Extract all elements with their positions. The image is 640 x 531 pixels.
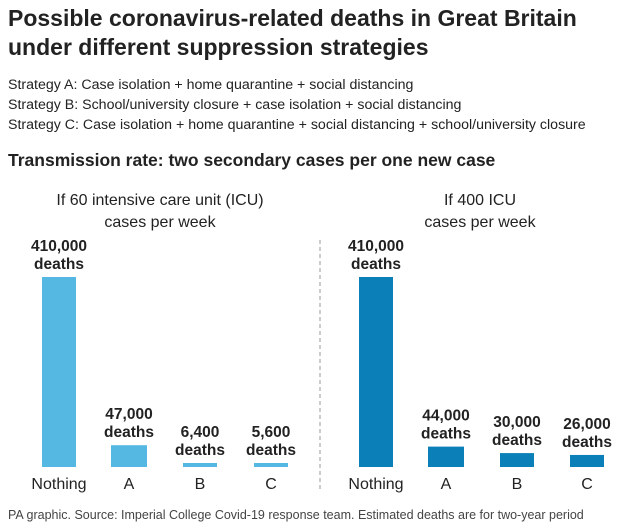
unit-label: deaths bbox=[351, 256, 401, 273]
title-line-2: under different suppression strategies bbox=[8, 34, 429, 60]
value-label: 26,000 bbox=[563, 416, 610, 433]
strategy-a: Strategy A: Case isolation + home quaran… bbox=[8, 77, 414, 93]
bar-nothing bbox=[42, 277, 76, 467]
bar-c bbox=[570, 454, 604, 467]
category-label: Nothing bbox=[348, 476, 403, 493]
category-label: A bbox=[441, 476, 452, 493]
bar-c bbox=[254, 463, 288, 467]
chart-title: Possible coronavirus-related deaths in G… bbox=[8, 4, 632, 62]
title-line-1: Possible coronavirus-related deaths in G… bbox=[8, 5, 577, 31]
category-label: B bbox=[512, 476, 523, 493]
value-label: 410,000 bbox=[31, 238, 87, 255]
unit-label: deaths bbox=[34, 256, 84, 273]
panel-title-line-1: If 400 ICU bbox=[444, 192, 516, 209]
strategy-c: Strategy C: Case isolation + home quaran… bbox=[8, 117, 586, 133]
chart-subtitle: Transmission rate: two secondary cases p… bbox=[8, 150, 496, 170]
bar-a bbox=[428, 446, 464, 467]
panel-title-line-2: cases per week bbox=[424, 214, 536, 231]
strategy-b: Strategy B: School/university closure + … bbox=[8, 97, 462, 113]
unit-label: deaths bbox=[246, 442, 296, 459]
category-label: A bbox=[124, 476, 135, 493]
category-label: Nothing bbox=[31, 476, 86, 493]
value-label: 5,600 bbox=[252, 424, 291, 441]
panel-title-line-2: cases per week bbox=[104, 214, 216, 231]
strategy-list: Strategy A: Case isolation + home quaran… bbox=[8, 75, 634, 135]
bar-b bbox=[183, 463, 217, 467]
bar-nothing bbox=[359, 277, 393, 467]
value-label: 44,000 bbox=[422, 408, 469, 425]
bar-a bbox=[111, 445, 147, 467]
unit-label: deaths bbox=[104, 424, 154, 441]
source-footer: PA graphic. Source: Imperial College Cov… bbox=[8, 508, 584, 522]
value-label: 30,000 bbox=[493, 414, 540, 431]
unit-label: deaths bbox=[562, 434, 612, 451]
panel-title-line-1: If 60 intensive care unit (ICU) bbox=[56, 192, 263, 209]
unit-label: deaths bbox=[175, 442, 225, 459]
value-label: 6,400 bbox=[181, 424, 220, 441]
bar-panel-1: If 60 intensive care unit (ICU) cases per… bbox=[31, 192, 296, 493]
unit-label: deaths bbox=[492, 432, 542, 449]
value-label: 47,000 bbox=[105, 406, 152, 423]
value-label: 410,000 bbox=[348, 238, 404, 255]
category-label: B bbox=[195, 476, 206, 493]
bar-b bbox=[500, 453, 534, 467]
category-label: C bbox=[581, 476, 593, 493]
category-label: C bbox=[265, 476, 277, 493]
unit-label: deaths bbox=[421, 426, 471, 443]
